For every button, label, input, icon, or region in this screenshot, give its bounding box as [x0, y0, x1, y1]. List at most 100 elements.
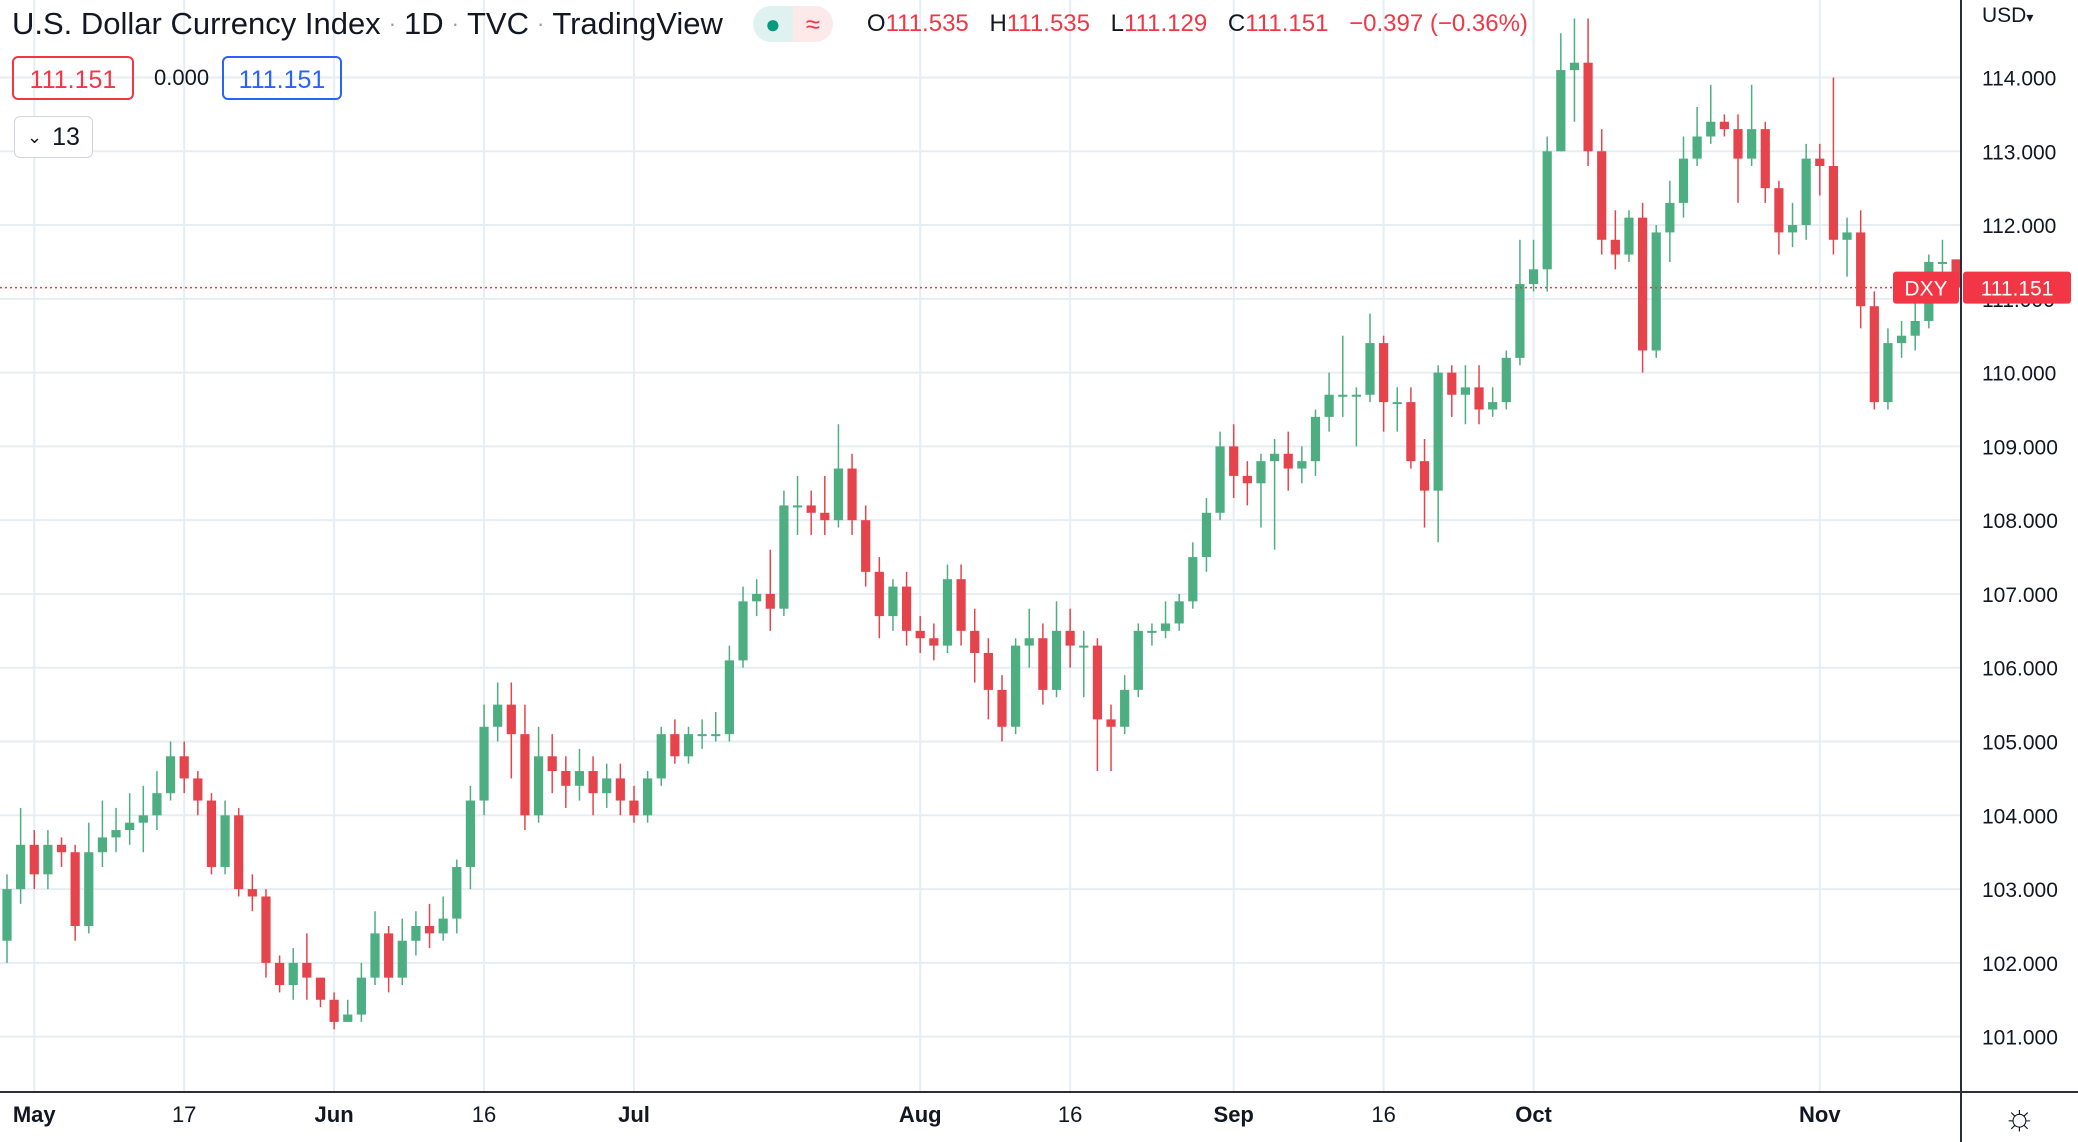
- x-tick-label: May: [13, 1102, 57, 1127]
- candle-up: [1120, 689, 1130, 727]
- high-value: 111.535: [1006, 10, 1090, 37]
- symbol-title[interactable]: U.S. Dollar Currency Index: [12, 6, 381, 41]
- y-tick-label: 106.000: [1982, 658, 2058, 681]
- candle-up: [942, 579, 953, 646]
- candle-up: [752, 593, 762, 602]
- open-value: 111.535: [885, 10, 969, 37]
- market-status-pill[interactable]: ● ≈: [752, 6, 833, 42]
- last-price-tag-label: 111.151: [1981, 278, 2054, 301]
- candle-up: [1542, 151, 1552, 270]
- high-label: H: [989, 10, 1007, 37]
- change-value: −0.397 (−0.36%): [1349, 10, 1528, 37]
- y-tick-label: 105.000: [1982, 732, 2058, 755]
- price-axis[interactable]: 101.000 102.000 103.000 104.000 105.000 106.0…: [1982, 67, 2058, 1049]
- candle-up: [1678, 158, 1689, 203]
- candle-up: [1215, 446, 1225, 513]
- candle-up: [84, 852, 94, 926]
- sell-button[interactable]: 111.151: [12, 56, 134, 100]
- candle-up: [1256, 461, 1266, 484]
- candle-up: [1910, 320, 1920, 336]
- candle-down: [1092, 645, 1102, 720]
- candle-up: [1665, 202, 1675, 233]
- candle-up: [1896, 335, 1907, 344]
- close-label: C: [1227, 10, 1246, 37]
- candle-up: [1365, 343, 1375, 395]
- candle-up: [1011, 645, 1021, 727]
- candle-up: [779, 505, 789, 609]
- candle-down: [983, 652, 993, 690]
- candle-up: [343, 1014, 353, 1022]
- candle-down: [506, 704, 516, 735]
- y-tick-label: 104.000: [1982, 805, 2058, 828]
- x-tick-label: Sep: [1214, 1102, 1254, 1127]
- candle-up: [1556, 70, 1566, 152]
- candle-down: [29, 844, 39, 875]
- exchange-label: TVC: [466, 6, 529, 41]
- candle-up: [111, 830, 121, 838]
- candle-up: [1133, 630, 1143, 690]
- x-tick-label: Jul: [618, 1102, 650, 1127]
- candle-down: [1065, 630, 1075, 646]
- candle-up: [125, 822, 135, 831]
- candle-up: [1310, 416, 1321, 462]
- candle-up: [833, 468, 844, 521]
- candle-up: [1051, 630, 1062, 690]
- candle-up: [1324, 394, 1334, 417]
- candle-down: [384, 933, 394, 978]
- time-axis[interactable]: May 17 Jun 16 Jul Aug 16 Sep 16 Oct Nov: [13, 1102, 1841, 1127]
- candle-up: [1160, 623, 1171, 631]
- candle-up: [1297, 461, 1307, 469]
- candle-down: [588, 771, 598, 794]
- candle-up: [1624, 217, 1634, 255]
- candle-down: [615, 778, 625, 801]
- indicators-toggle[interactable]: ⌄ 13: [14, 116, 93, 158]
- currency-label: USD: [1982, 4, 2027, 27]
- y-tick-label: 110.000: [1982, 363, 2056, 386]
- candle-down: [1283, 453, 1293, 469]
- candle-up: [1201, 512, 1212, 558]
- candle-down: [820, 512, 830, 521]
- candle-up: [792, 505, 803, 508]
- candle-down: [1447, 372, 1457, 395]
- candle-up: [1515, 284, 1525, 358]
- candle-down: [302, 962, 312, 978]
- candle-up: [138, 815, 148, 823]
- candle-up: [724, 660, 734, 735]
- candle-up: [533, 756, 544, 816]
- candle-down: [1038, 638, 1048, 690]
- candle-up: [1147, 630, 1157, 633]
- candle-down: [1638, 217, 1648, 351]
- candle-up: [1433, 372, 1443, 491]
- interval-label[interactable]: 1D: [404, 6, 444, 41]
- symbol-tag: [1893, 271, 1959, 304]
- candle-down: [1419, 461, 1430, 491]
- x-tick-label: 16: [1371, 1102, 1395, 1127]
- candle-up: [1937, 261, 1948, 264]
- currency-selector[interactable]: USD▾: [1982, 4, 2033, 28]
- candle-up: [1174, 601, 1184, 624]
- candle-down: [329, 999, 339, 1022]
- candle-up: [1692, 136, 1702, 159]
- market-open-icon: ●: [752, 6, 793, 42]
- y-tick-label: 103.000: [1982, 879, 2058, 902]
- buy-button[interactable]: 111.151: [222, 56, 342, 100]
- gear-icon[interactable]: ☼: [2003, 1096, 2036, 1137]
- last-price-tag: [1963, 271, 2071, 304]
- candle-up: [2, 889, 12, 941]
- candle-down: [1242, 475, 1252, 484]
- candle-up: [1024, 638, 1034, 646]
- candle-up: [1787, 225, 1798, 233]
- candle-up: [1351, 394, 1361, 397]
- candle-down: [1869, 306, 1879, 403]
- candle-up: [438, 918, 448, 934]
- candle-up: [643, 778, 653, 816]
- candle-up: [1338, 394, 1348, 397]
- y-tick-label: 107.000: [1982, 584, 2058, 607]
- candle-up: [1528, 269, 1539, 285]
- candle-down: [424, 925, 435, 934]
- candle-up: [1460, 387, 1471, 395]
- candle-down: [1379, 343, 1389, 403]
- candle-up: [465, 800, 476, 867]
- delayed-data-icon: ≈: [792, 6, 833, 42]
